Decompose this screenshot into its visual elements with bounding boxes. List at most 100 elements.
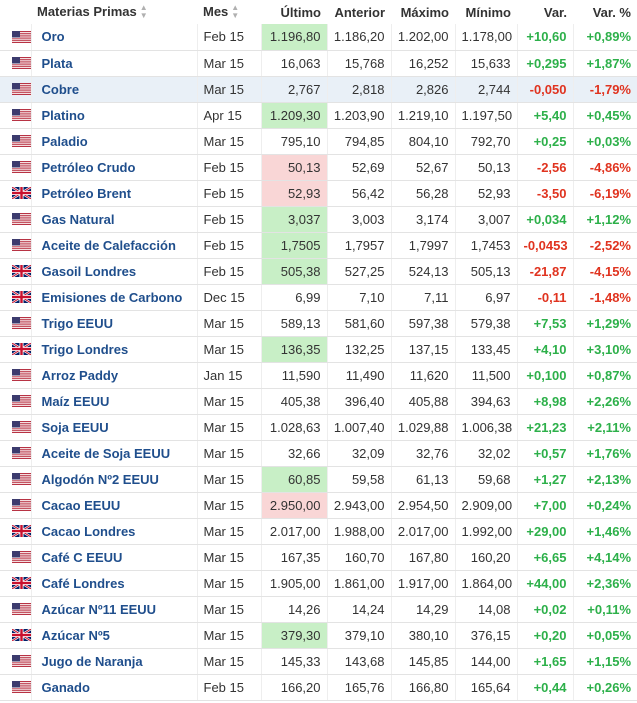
commodity-name-link[interactable]: Platino (30, 102, 197, 129)
table-row[interactable]: Maíz EEUU Mar 15 405,38 396,40 405,88 394,63 +… (0, 388, 637, 415)
table-row[interactable]: Cacao Londres Mar 15 2.017,00 1.988,00 2.017… (0, 518, 637, 545)
last-price: 2.017,00 (260, 518, 327, 545)
table-row[interactable]: Ganado Feb 15 166,20 165,76 166,80 165,64 +0,4… (0, 674, 637, 701)
commodity-name-link[interactable]: Gas Natural (30, 206, 197, 233)
commodity-name-link[interactable]: Café C EEUU (30, 544, 197, 571)
change-column-header[interactable]: Var. (517, 0, 573, 24)
table-row[interactable]: Trigo Londres Mar 15 136,35 132,25 137,15 133… (0, 336, 637, 363)
sort-icon[interactable]: ▲ ▼ (231, 3, 240, 21)
contract-month: Feb 15 (196, 206, 261, 233)
table-row[interactable]: Oro Feb 15 1.196,80 1.186,20 1.202,00 1.178,0… (0, 24, 637, 51)
table-row[interactable]: Jugo de Naranja Mar 15 145,33 143,68 145,85 1… (0, 648, 637, 675)
commodity-name-link[interactable]: Café Londres (30, 570, 197, 597)
table-row[interactable]: Algodón Nº2 EEUU Mar 15 60,85 59,58 61,13 59,… (0, 466, 637, 493)
commodity-name-link[interactable]: Cacao Londres (30, 518, 197, 545)
change-value: +44,00 (516, 570, 573, 597)
table-row[interactable]: Cacao EEUU Mar 15 2.950,00 2.943,00 2.954,50… (0, 492, 637, 519)
low-column-header[interactable]: Mínimo (455, 0, 517, 24)
commodity-name-link[interactable]: Trigo Londres (30, 336, 197, 363)
change-percent: +0,89% (572, 24, 637, 51)
previous-price: 143,68 (326, 648, 391, 675)
table-row[interactable]: Cobre Mar 15 2,767 2,818 2,826 2,744 -0,050 -1,… (0, 76, 637, 103)
change-pct-column-header[interactable]: Var. % (573, 0, 637, 24)
previous-price: 379,10 (326, 622, 391, 649)
table-row[interactable]: Azúcar Nº11 EEUU Mar 15 14,26 14,24 14,29 14,… (0, 596, 637, 623)
table-row[interactable]: Platino Apr 15 1.209,30 1.203,90 1.219,10 1.1… (0, 102, 637, 129)
table-row[interactable]: Aceite de Calefacción Feb 15 1,7505 1,7957 1… (0, 232, 637, 259)
table-row[interactable]: Azúcar Nº5 Mar 15 379,30 379,10 380,10 376,15… (0, 622, 637, 649)
previous-price: 14,24 (326, 596, 391, 623)
commodity-name-link[interactable]: Plata (30, 50, 197, 77)
high-price: 2,826 (390, 76, 455, 103)
high-price: 7,11 (390, 284, 455, 311)
table-row[interactable]: Petróleo Brent Feb 15 52,93 56,42 56,28 52,93… (0, 180, 637, 207)
previous-price: 11,490 (326, 362, 391, 389)
commodity-name-link[interactable]: Gasoil Londres (30, 258, 197, 285)
table-row[interactable]: Petróleo Crudo Feb 15 50,13 52,69 52,67 50,13… (0, 154, 637, 181)
commodity-name-link[interactable]: Arroz Paddy (30, 362, 197, 389)
commodity-name-link[interactable]: Paladio (30, 128, 197, 155)
name-column-header[interactable]: Materias Primas ▲ ▼ (31, 0, 197, 24)
commodity-name-link[interactable]: Trigo EEUU (30, 310, 197, 337)
high-price: 1,7997 (390, 232, 455, 259)
previous-price: 1.988,00 (326, 518, 391, 545)
table-row[interactable]: Gas Natural Feb 15 3,037 3,003 3,174 3,007 +0,… (0, 206, 637, 233)
contract-month: Mar 15 (196, 310, 261, 337)
commodity-name-link[interactable]: Soja EEUU (30, 414, 197, 441)
prev-column-header[interactable]: Anterior (327, 0, 391, 24)
contract-month: Mar 15 (196, 622, 261, 649)
last-price: 52,93 (260, 180, 327, 207)
commodity-name-link[interactable]: Cacao EEUU (30, 492, 197, 519)
change-value: +0,44 (516, 674, 573, 701)
table-row[interactable]: Emisiones de Carbono Dec 15 6,99 7,10 7,11 6,… (0, 284, 637, 311)
table-row[interactable]: Soja EEUU Mar 15 1.028,63 1.007,40 1.029,88 1… (0, 414, 637, 441)
us-flag-icon (0, 414, 31, 441)
table-row[interactable]: Paladio Mar 15 795,10 794,85 804,10 792,70 +0,… (0, 128, 637, 155)
commodity-name-link[interactable]: Algodón Nº2 EEUU (30, 466, 197, 493)
commodity-name-link[interactable]: Petróleo Crudo (30, 154, 197, 181)
commodity-name-link[interactable]: Petróleo Brent (30, 180, 197, 207)
commodity-name-link[interactable]: Aceite de Calefacción (30, 232, 197, 259)
contract-month: Feb 15 (196, 674, 261, 701)
month-column-header[interactable]: Mes ▲ ▼ (197, 0, 261, 24)
table-row[interactable]: Gasoil Londres Feb 15 505,38 527,25 524,13 50… (0, 258, 637, 285)
change-value: +7,00 (516, 492, 573, 519)
change-percent: +4,14% (572, 544, 637, 571)
last-price: 50,13 (260, 154, 327, 181)
contract-month: Mar 15 (196, 518, 261, 545)
table-row[interactable]: Trigo EEUU Mar 15 589,13 581,60 597,38 579,38… (0, 310, 637, 337)
table-row[interactable]: Arroz Paddy Jan 15 11,590 11,490 11,620 11,50… (0, 362, 637, 389)
low-price: 50,13 (454, 154, 517, 181)
high-price: 597,38 (390, 310, 455, 337)
last-column-header[interactable]: Último (261, 0, 327, 24)
commodity-name-link[interactable]: Azúcar Nº5 (30, 622, 197, 649)
change-value: -3,50 (516, 180, 573, 207)
table-row[interactable]: Café Londres Mar 15 1.905,00 1.861,00 1.917,… (0, 570, 637, 597)
low-price: 14,08 (454, 596, 517, 623)
commodity-name-link[interactable]: Jugo de Naranja (30, 648, 197, 675)
last-price: 3,037 (260, 206, 327, 233)
last-price: 11,590 (260, 362, 327, 389)
commodity-name-link[interactable]: Oro (30, 24, 197, 51)
previous-price: 794,85 (326, 128, 391, 155)
table-row[interactable]: Plata Mar 15 16,063 15,768 16,252 15,633 +0,29… (0, 50, 637, 77)
us-flag-icon (0, 466, 31, 493)
change-percent: +1,15% (572, 648, 637, 675)
low-price: 1,7453 (454, 232, 517, 259)
commodity-name-link[interactable]: Emisiones de Carbono (30, 284, 197, 311)
commodity-name-link[interactable]: Maíz EEUU (30, 388, 197, 415)
commodity-name-link[interactable]: Ganado (30, 674, 197, 701)
commodity-name-link[interactable]: Azúcar Nº11 EEUU (30, 596, 197, 623)
us-flag-icon (0, 544, 31, 571)
high-column-header[interactable]: Máximo (391, 0, 455, 24)
commodity-name-link[interactable]: Aceite de Soja EEUU (30, 440, 197, 467)
low-price: 579,38 (454, 310, 517, 337)
uk-flag-icon (0, 622, 31, 649)
name-header-label: Materias Primas (37, 3, 137, 19)
change-value: +29,00 (516, 518, 573, 545)
table-row[interactable]: Aceite de Soja EEUU Mar 15 32,66 32,09 32,76… (0, 440, 637, 467)
table-row[interactable]: Café C EEUU Mar 15 167,35 160,70 167,80 160,2… (0, 544, 637, 571)
us-flag-icon (0, 206, 31, 233)
commodity-name-link[interactable]: Cobre (30, 76, 197, 103)
sort-icon[interactable]: ▲ ▼ (139, 3, 148, 21)
